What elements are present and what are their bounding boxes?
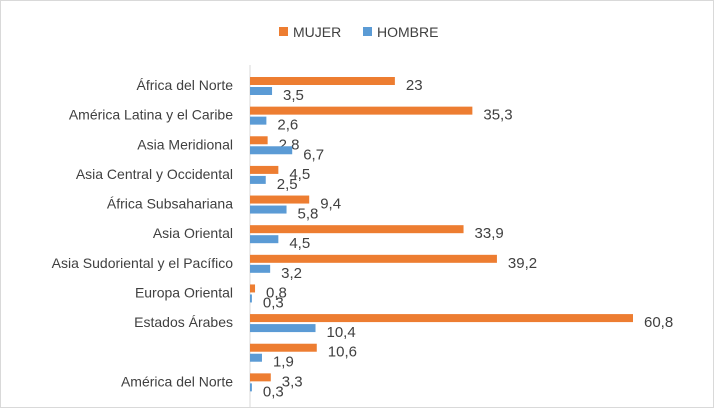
bar-mujer [250,373,271,382]
data-label-hombre: 6,7 [303,146,324,163]
data-label-mujer: 10,6 [328,344,357,361]
data-label-mujer: 60,8 [644,314,673,331]
bar-mujer [250,106,473,115]
data-label-mujer: 23 [406,77,423,94]
data-label-mujer: 33,9 [475,225,504,242]
data-label-mujer: 35,3 [483,107,512,124]
data-label-hombre: 1,9 [273,354,294,371]
data-label-hombre: 5,8 [298,206,319,223]
category-label: Europa Oriental [135,284,233,300]
bar-hombre [250,87,273,95]
bar-mujer [250,165,279,174]
bar-hombre [250,146,293,155]
data-label-hombre: 3,5 [283,87,304,104]
bar-hombre [250,264,271,273]
legend-label-hombre: HOMBRE [377,24,438,40]
category-label: América Latina y el Caribe [69,107,233,123]
bar-mujer [250,225,464,234]
category-label: África del Norte [137,77,234,93]
bar-hombre [250,353,262,362]
data-label-mujer: 0,8 [266,284,287,301]
category-label: Estados Árabes [134,314,233,330]
bar-mujer [250,284,256,293]
data-label-hombre: 10,4 [327,324,356,341]
legend: MUJER HOMBRE [279,24,438,40]
category-label: Asia Oriental [153,225,233,241]
data-label-hombre: 3,2 [281,265,302,282]
bar-mujer [250,314,633,323]
bar-mujer [250,77,395,85]
data-label-hombre: 2,6 [277,117,298,134]
bar-hombre [250,235,279,244]
bar-hombre [250,175,266,184]
bar-hombre [250,324,316,333]
bar-mujer [250,136,268,145]
bar-hombre [250,383,252,392]
data-label-mujer: 3,3 [282,373,303,390]
data-label-hombre: 4,5 [289,235,310,252]
bar-hombre [250,294,252,303]
legend-swatch-hombre [363,27,372,36]
category-label: Asia Sudoriental y el Pacífico [52,255,234,271]
bar-hombre [250,205,287,214]
bar-mujer [250,254,497,263]
category-label: África Subsahariana [107,196,233,212]
data-label-hombre: 2,5 [277,176,298,193]
data-label-mujer: 39,2 [508,255,537,272]
data-label-mujer: 9,4 [320,196,341,213]
legend-label-mujer: MUJER [293,24,341,40]
bar-mujer [250,195,310,204]
bar-mujer [250,343,317,352]
data-label-mujer: 4,5 [289,166,310,183]
category-label: Asia Meridional [137,136,233,152]
category-label: Asia Central y Occidental [76,166,233,182]
plot-area: África del Norte 23 3,5 América Latina y el… [52,65,673,409]
legend-swatch-mujer [279,27,288,36]
data-label-hombre: 0,3 [263,294,284,311]
data-label-hombre: 0,3 [263,383,284,400]
category-label: América del Norte [121,373,233,389]
bar-hombre [250,116,267,125]
